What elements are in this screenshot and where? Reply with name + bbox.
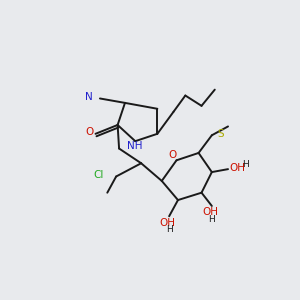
Text: O: O bbox=[85, 127, 93, 137]
Text: Cl: Cl bbox=[93, 170, 104, 180]
Text: OH: OH bbox=[160, 218, 176, 228]
Text: H: H bbox=[166, 225, 172, 234]
Text: H: H bbox=[208, 215, 215, 224]
Text: H: H bbox=[242, 160, 249, 169]
Text: NH: NH bbox=[127, 141, 143, 151]
Text: O: O bbox=[169, 150, 177, 160]
Text: S: S bbox=[217, 129, 224, 139]
Text: OH: OH bbox=[202, 207, 218, 218]
Text: OH: OH bbox=[230, 163, 245, 173]
Text: N: N bbox=[85, 92, 93, 102]
